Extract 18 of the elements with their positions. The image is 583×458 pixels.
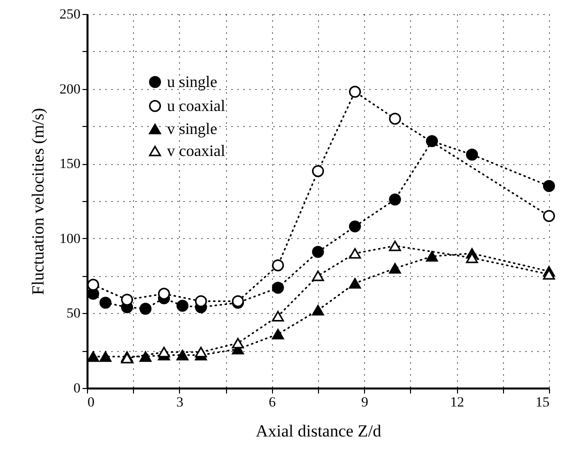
y-axis-title: Fluctuation velocities (m/s): [28, 108, 48, 295]
legend-label: v coaxial: [167, 143, 226, 160]
x-axis-title: Axial distance Z/d: [256, 422, 382, 440]
legend-label: u coaxial: [167, 98, 226, 115]
x-tick-label: 12: [450, 396, 464, 410]
legend-label: u single: [167, 74, 218, 91]
x-tick-label: 9: [361, 396, 368, 410]
y-tick-label: 150: [60, 157, 80, 172]
y-tick-label: 100: [60, 232, 80, 247]
x-tick-label: 0: [88, 396, 94, 410]
y-tick-label: 0: [74, 382, 80, 396]
y-tick-label: 50: [66, 306, 80, 322]
y-tick-label: 200: [60, 82, 80, 98]
x-tick-label: 15: [536, 396, 550, 410]
legend-label: v single: [167, 121, 218, 138]
y-tick-label: 250: [60, 8, 80, 22]
x-tick-label: 3: [176, 396, 184, 410]
x-tick-label: 6: [268, 396, 276, 410]
